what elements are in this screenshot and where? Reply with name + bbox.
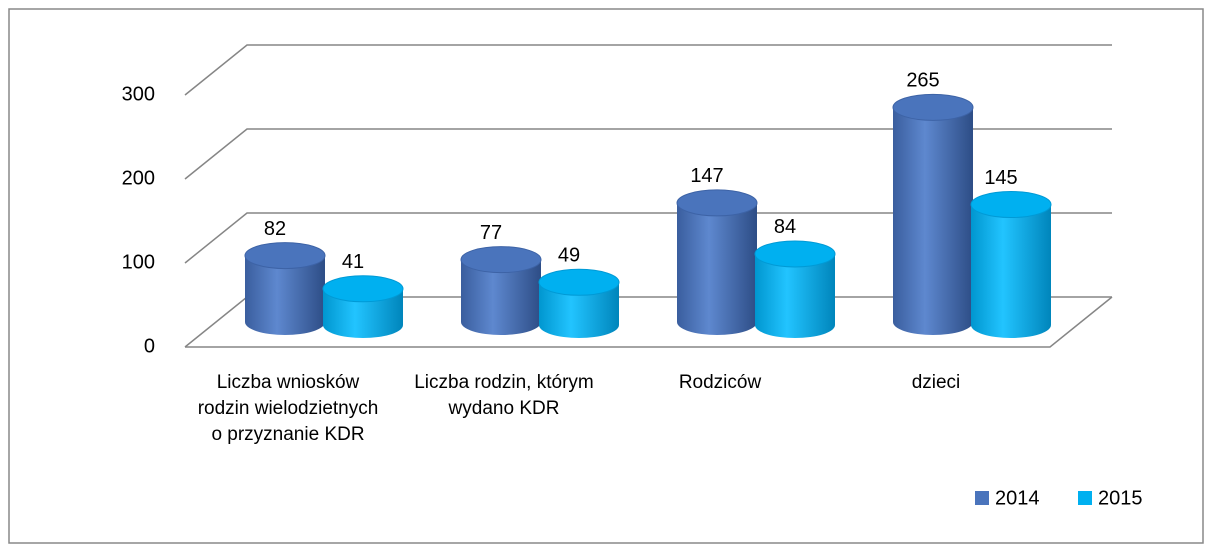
value-label: 82 [264, 218, 286, 240]
legend-label: 2015 [1098, 487, 1143, 509]
value-label: 49 [558, 245, 580, 267]
legend-swatch [975, 491, 989, 505]
bar-top [460, 246, 542, 274]
x-tick-label: Rodziców [678, 372, 762, 393]
floor [185, 296, 1113, 348]
y-tick-label: 100 [122, 251, 155, 273]
bar [323, 288, 403, 338]
bar-top [322, 275, 404, 303]
legend-label: 2014 [995, 487, 1040, 509]
y-tick-label: 200 [122, 167, 155, 189]
bar-top [970, 191, 1052, 219]
bar [539, 282, 619, 338]
bar-top [676, 189, 758, 217]
bar [461, 259, 541, 335]
bar [893, 107, 973, 335]
x-tick-label: dzieci [911, 372, 961, 393]
bar-top [754, 240, 836, 268]
chart-border [8, 8, 1204, 544]
bar [971, 204, 1051, 338]
bar [245, 255, 325, 335]
bar-top [244, 242, 326, 270]
bar [755, 253, 835, 338]
legend-swatch [1078, 491, 1092, 505]
grid-line [184, 44, 1112, 96]
grid-line [184, 212, 1112, 264]
value-label: 265 [906, 70, 939, 92]
value-label: 84 [774, 216, 796, 238]
y-tick-label: 0 [144, 335, 155, 357]
x-tick-label: Liczba wniosków rodzin wielodzietnych o … [197, 372, 379, 445]
grid-line [184, 128, 1112, 180]
x-tick-label: Liczba rodzin, którym wydano KDR [414, 372, 594, 419]
bar-top [892, 93, 974, 121]
value-label: 145 [984, 167, 1017, 189]
bar-top [538, 268, 620, 296]
value-label: 147 [690, 165, 723, 187]
bar [677, 202, 757, 335]
y-tick-label: 300 [122, 83, 155, 105]
value-label: 41 [342, 251, 364, 273]
value-label: 77 [480, 222, 502, 244]
